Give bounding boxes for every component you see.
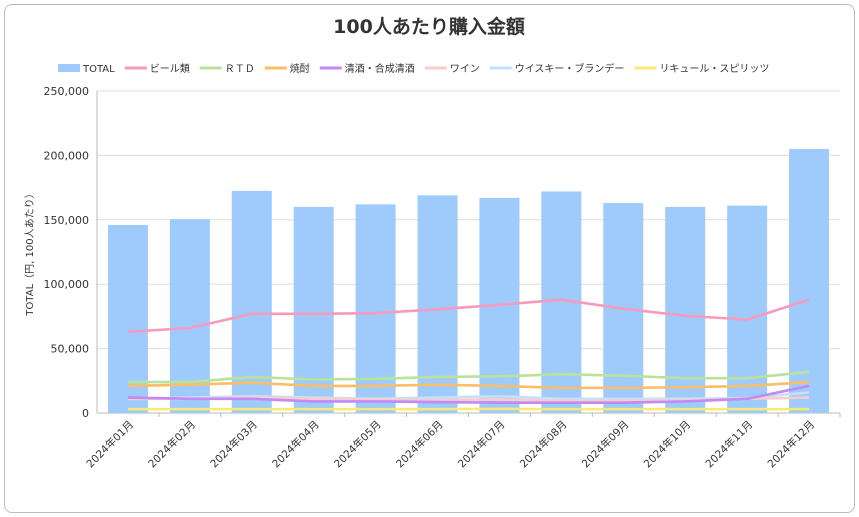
legend-swatch-0 <box>58 64 80 72</box>
bar-total-10 <box>727 205 768 413</box>
x-tick-label-11: 2024年12月 <box>765 418 817 470</box>
bar-total-4 <box>355 204 396 413</box>
x-tick-label-6: 2024年07月 <box>455 418 507 470</box>
x-tick-label-2: 2024年03月 <box>208 418 260 470</box>
bar-total-3 <box>293 206 334 413</box>
x-tick-label-4: 2024年05月 <box>331 418 383 470</box>
x-tick-label-9: 2024年10月 <box>641 418 693 470</box>
legend-label-7: リキュール・スピリッツ <box>659 63 769 75</box>
y-tick-label-4: 200,000 <box>44 149 90 162</box>
x-tick-label-0: 2024年01月 <box>84 418 136 470</box>
x-tick-label-3: 2024年04月 <box>269 418 321 470</box>
legend-label-3: 焼酎 <box>290 62 310 75</box>
x-tick-label-7: 2024年08月 <box>517 418 569 470</box>
y-tick-label-3: 150,000 <box>44 214 90 227</box>
legend-label-5: ワイン <box>450 64 480 75</box>
x-tick-label-10: 2024年11月 <box>703 418 755 470</box>
legend-label-2: ＲＴＤ <box>225 64 255 75</box>
bar-total-9 <box>665 206 706 413</box>
x-tick-label-1: 2024年02月 <box>146 418 198 470</box>
legend-label-4: 清酒・合成清酒 <box>345 62 415 75</box>
legend-label-6: ウイスキー・ブランデー <box>515 62 625 75</box>
y-axis-label: TOTAL（円, 100人あたり） <box>24 188 36 316</box>
legend-label-0: TOTAL <box>82 64 115 75</box>
y-tick-label-2: 100,000 <box>44 278 90 291</box>
chart-title: 100人あたり購入金額 <box>333 15 525 38</box>
legend-label-1: ビール類 <box>150 63 190 75</box>
y-tick-label-1: 50,000 <box>51 343 90 356</box>
line-series-0 <box>127 298 810 334</box>
line-series-3 <box>127 384 810 404</box>
line-series-1 <box>127 370 810 384</box>
x-tick-label-8: 2024年09月 <box>579 418 631 470</box>
bar-total-5 <box>417 195 458 413</box>
bar-total-11 <box>789 148 830 413</box>
y-tick-label-0: 0 <box>82 407 89 420</box>
y-tick-label-5: 250,000 <box>44 85 90 98</box>
line-series-2 <box>127 380 810 390</box>
x-tick-label-5: 2024年06月 <box>393 418 445 470</box>
bar-total-2 <box>231 190 272 413</box>
